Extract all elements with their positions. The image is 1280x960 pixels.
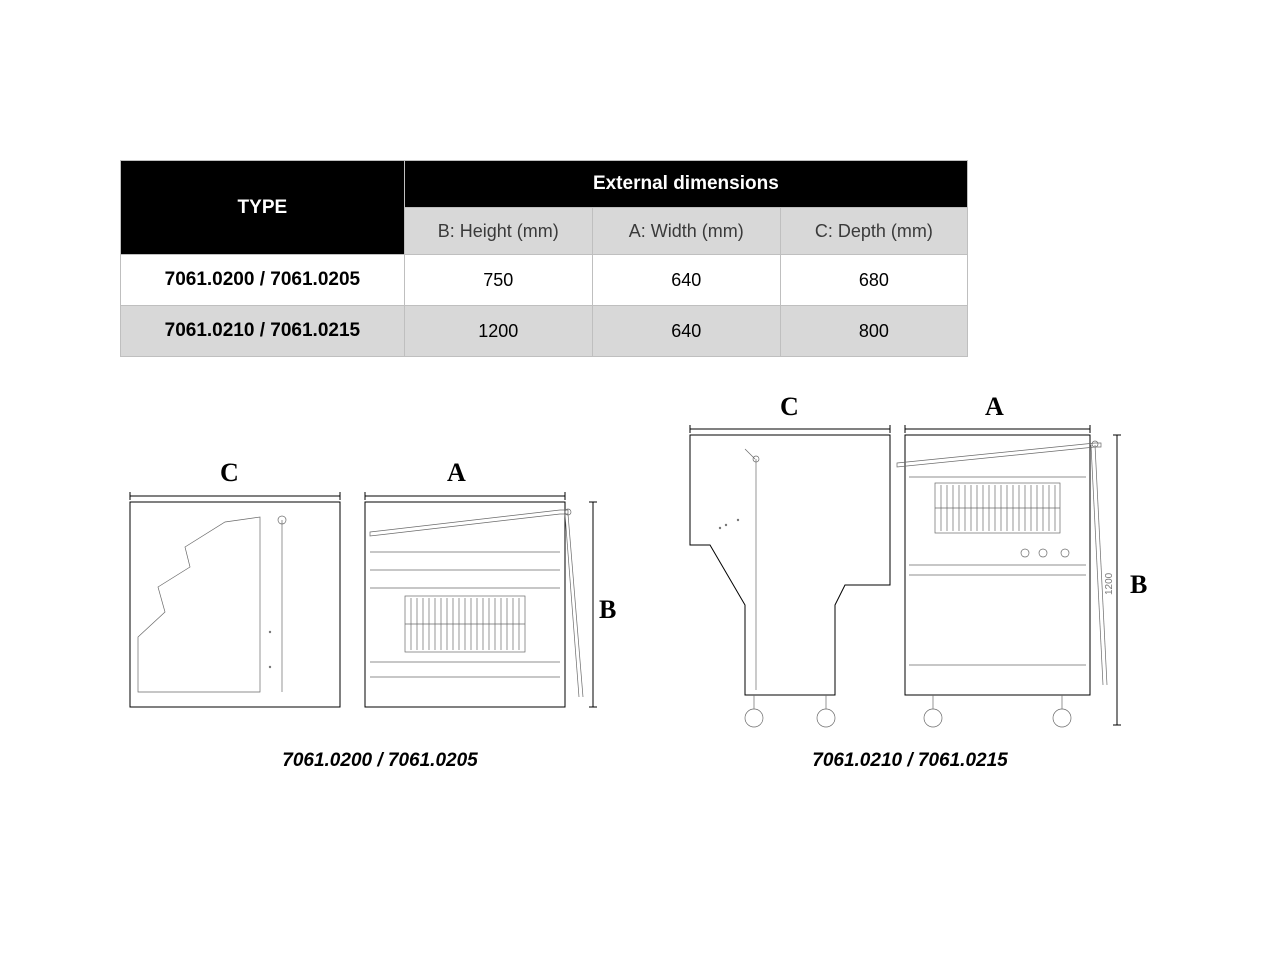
cell-type: 7061.0200 / 7061.0205 [121, 255, 405, 306]
cell-depth: 680 [780, 255, 967, 306]
dim-label-A-right: A [985, 392, 1004, 422]
dim-label-A-left: A [447, 458, 466, 488]
cell-depth: 800 [780, 306, 967, 357]
page: TYPE External dimensions B: Height (mm) … [0, 0, 1280, 960]
diagrams-area: C A B [130, 400, 1140, 810]
th-col-height: B: Height (mm) [404, 208, 592, 255]
left-caption: 7061.0200 / 7061.0205 [190, 750, 570, 772]
cell-type: 7061.0210 / 7061.0215 [121, 306, 405, 357]
dim-label-C-right: C [780, 392, 799, 422]
dim-label-C-left: C [220, 458, 239, 488]
table-row: 7061.0210 / 7061.0215 1200 640 800 [121, 306, 968, 357]
th-col-depth: C: Depth (mm) [780, 208, 967, 255]
dim-value-B-right: 1200 [1104, 572, 1115, 595]
dim-label-B-left: B [599, 595, 616, 625]
cell-width: 640 [592, 255, 780, 306]
dim-label-B-right: B [1130, 570, 1147, 600]
right-caption: 7061.0210 / 7061.0215 [720, 750, 1100, 772]
cell-height: 1200 [404, 306, 592, 357]
th-col-width: A: Width (mm) [592, 208, 780, 255]
dimensions-table: TYPE External dimensions B: Height (mm) … [120, 160, 968, 357]
right-front-view: 1200 [905, 425, 1130, 735]
th-external-dimensions: External dimensions [404, 161, 967, 208]
dimensions-table-wrap: TYPE External dimensions B: Height (mm) … [120, 160, 968, 357]
left-front-view [365, 492, 595, 717]
cell-width: 640 [592, 306, 780, 357]
table-row: 7061.0200 / 7061.0205 750 640 680 [121, 255, 968, 306]
left-side-view [130, 492, 340, 707]
cell-height: 750 [404, 255, 592, 306]
right-side-view [690, 425, 895, 735]
th-type: TYPE [121, 161, 405, 255]
